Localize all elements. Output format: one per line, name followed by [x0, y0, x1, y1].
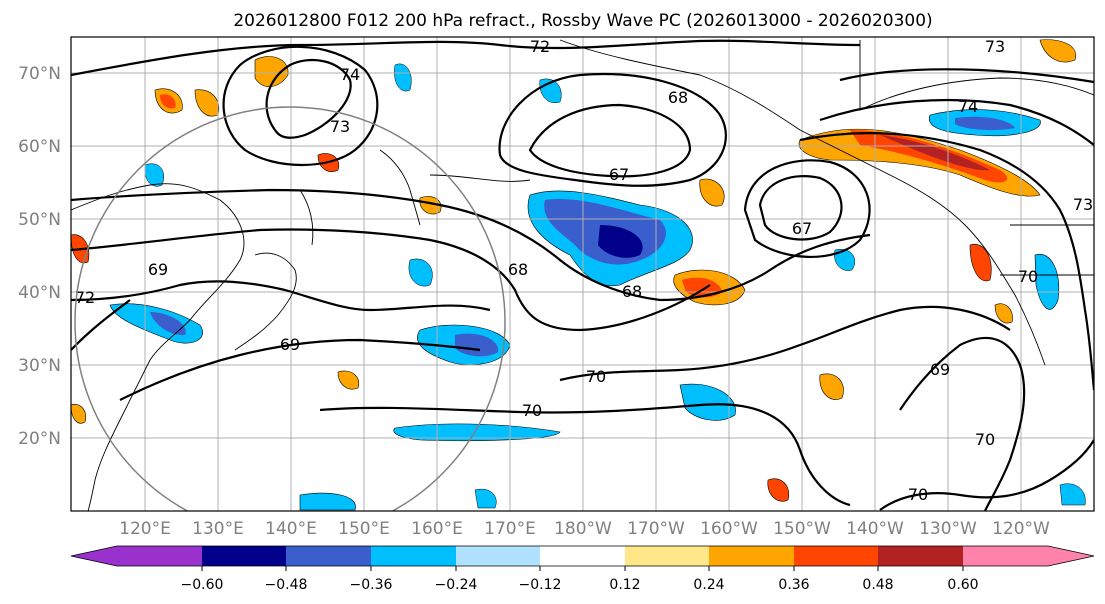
contour-label: 68 — [622, 282, 642, 301]
lat-label: 30°N — [18, 356, 61, 376]
lon-label: 170°E — [484, 519, 536, 539]
lat-label: 40°N — [18, 283, 61, 303]
lon-label: 140°W — [846, 519, 904, 539]
colorbar-tick-label: −0.24 — [435, 577, 478, 593]
colorbar-bin — [117, 546, 202, 566]
contour-label: 72 — [75, 288, 95, 307]
lon-label: 160°E — [411, 519, 463, 539]
contour-label: 72 — [530, 37, 550, 56]
contour-label: 73 — [985, 37, 1005, 56]
colorbar-tick-label: −0.36 — [350, 577, 393, 593]
contour-label: 73 — [330, 117, 350, 136]
contour-label: 70 — [975, 430, 995, 449]
lat-label: 60°N — [18, 137, 61, 157]
contour-label: 74 — [340, 65, 360, 84]
contour-label: 69 — [148, 260, 168, 279]
coastlines — [71, 39, 1094, 511]
contour-label: 70 — [908, 485, 928, 504]
lon-label: 120°W — [992, 519, 1050, 539]
lon-label: 170°W — [627, 519, 685, 539]
contour-label: 67 — [792, 219, 812, 238]
lon-label: 160°W — [700, 519, 758, 539]
lon-label: 150°E — [338, 519, 390, 539]
contour-label: 67 — [609, 165, 629, 184]
lat-label: 20°N — [18, 429, 61, 449]
contour-label: 70 — [586, 367, 606, 386]
colorbar-tick-label: −0.12 — [519, 577, 562, 593]
colorbar-extend-min — [71, 546, 117, 566]
colorbar-tick-label: −0.60 — [181, 577, 224, 593]
contour-label: 73 — [1073, 195, 1093, 214]
map-area: 72 73 74 73 68 67 67 68 68 69 69 70 70 7… — [71, 37, 1094, 511]
colorbar-bin — [456, 546, 540, 566]
lat-label: 50°N — [18, 210, 61, 230]
colorbar-tick-label: 0.24 — [693, 577, 724, 593]
contour-labels: 72 73 74 73 68 67 67 68 68 69 69 70 70 7… — [75, 37, 1093, 504]
colorbar-extend-max — [1048, 546, 1094, 566]
colorbar-tick-label: 0.36 — [778, 577, 809, 593]
colorbar-ticks — [201, 566, 964, 571]
colorbar-outline — [70, 545, 1095, 567]
colorbar-bin — [371, 546, 456, 566]
contour-label: 70 — [522, 401, 542, 420]
colorbar-tick-label: 0.12 — [609, 577, 640, 593]
lon-label: 150°W — [773, 519, 831, 539]
lon-label: 130°E — [192, 519, 244, 539]
colorbar-bin — [709, 546, 794, 566]
contour-label: 69 — [930, 360, 950, 379]
figure-title: 2026012800 F012 200 hPa refract., Rossby… — [233, 11, 932, 31]
colorbar-bin — [794, 546, 878, 566]
great-circle — [74, 106, 506, 511]
contour-label: 74 — [958, 97, 978, 116]
contours — [71, 39, 1094, 511]
colorbar-tick-label: −0.48 — [265, 577, 308, 593]
lon-label: 120°E — [119, 519, 171, 539]
lat-label: 70°N — [18, 64, 61, 84]
contour-label: 68 — [508, 260, 528, 279]
contour-label: 68 — [668, 88, 688, 107]
contour-label: 69 — [280, 335, 300, 354]
colorbar-bin — [286, 546, 371, 566]
colorbar: −0.60 −0.48 −0.36 −0.24 −0.12 0.12 0.24 … — [70, 545, 1095, 593]
latitude-labels: 70°N 60°N 50°N 40°N 30°N 20°N — [18, 64, 61, 449]
contour-label: 70 — [1018, 267, 1038, 286]
lon-label: 130°W — [919, 519, 977, 539]
colorbar-bin — [963, 546, 1048, 566]
map-border — [70, 36, 1095, 512]
lon-label: 180°W — [554, 519, 612, 539]
colorbar-tick-label: 0.60 — [947, 577, 978, 593]
longitude-labels: 120°E 130°E 140°E 150°E 160°E 170°E 180°… — [119, 519, 1050, 539]
colorbar-bin — [202, 546, 286, 566]
colorbar-tick-label: 0.48 — [862, 577, 893, 593]
colorbar-bin — [878, 546, 963, 566]
lon-label: 140°E — [265, 519, 317, 539]
colorbar-bin — [540, 546, 625, 566]
colorbar-bin — [625, 546, 709, 566]
